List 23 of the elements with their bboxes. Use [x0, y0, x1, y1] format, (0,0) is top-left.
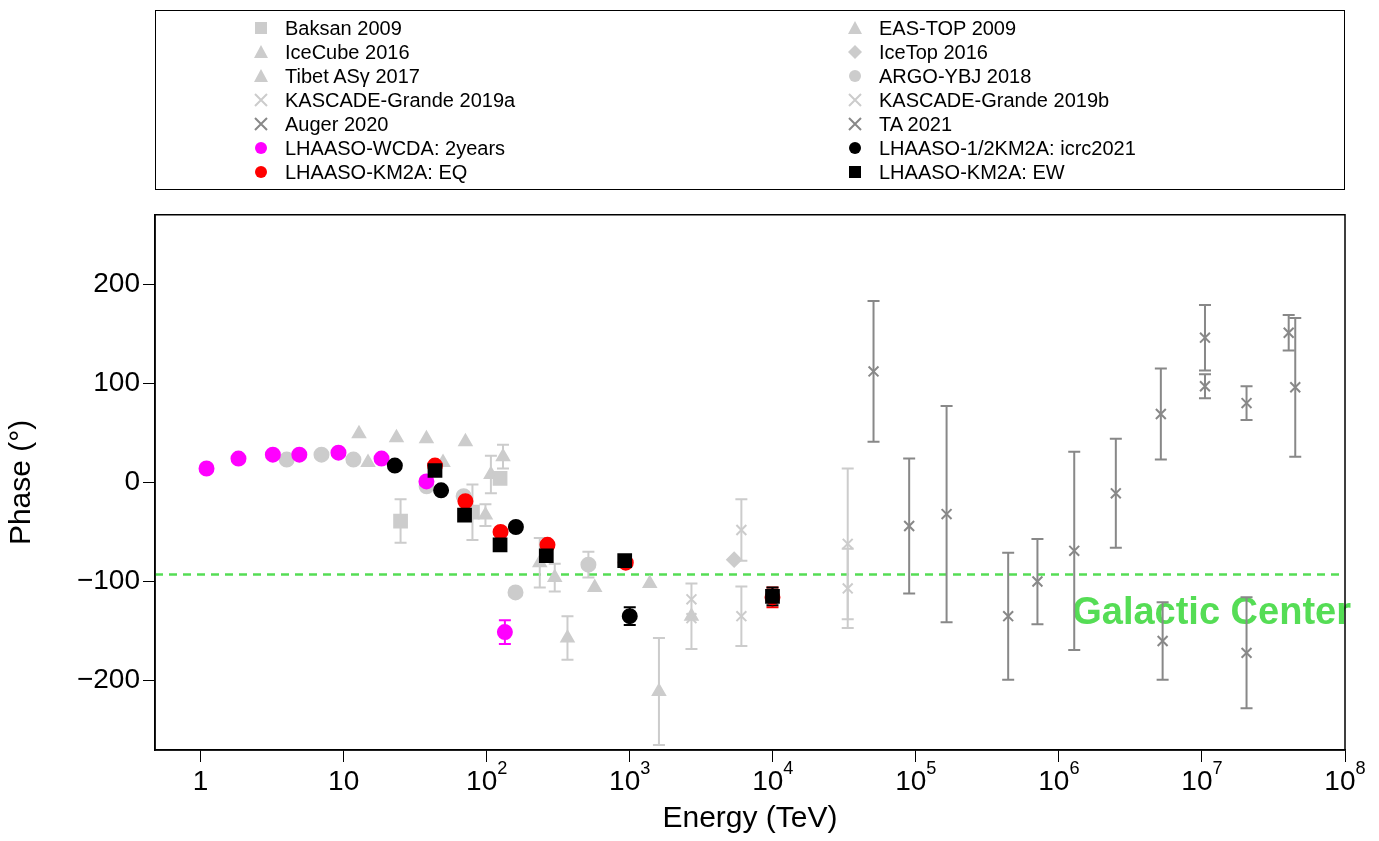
x-tick-label: 10 — [328, 764, 360, 796]
legend-label: EAS-TOP 2009 — [879, 16, 1017, 40]
y-axis-title: Phase (°) — [3, 419, 37, 546]
legend-label: KASCADE-Grande 2019a — [285, 88, 516, 112]
y-tick-label: 200 — [93, 266, 140, 298]
legend-label: IceCube 2016 — [285, 40, 410, 64]
legend-label: LHAASO-1/2KM2A: icrc2021 — [879, 136, 1136, 160]
legend-label: ARGO-YBJ 2018 — [879, 64, 1032, 88]
legend-label: LHAASO-WCDA: 2years — [285, 136, 506, 160]
legend-label: TA 2021 — [879, 112, 953, 136]
legend-label: LHAASO-KM2A: EW — [879, 160, 1065, 184]
y-tick-label: 0 — [124, 465, 140, 497]
legend-label: LHAASO-KM2A: EQ — [285, 160, 468, 184]
y-tick-label: 100 — [93, 366, 140, 398]
legend-label: Auger 2020 — [285, 112, 389, 136]
y-tick-label: −100 — [76, 564, 140, 596]
legend-label: KASCADE-Grande 2019b — [879, 88, 1110, 112]
x-axis-title: Energy (TeV) — [662, 800, 838, 834]
legend-label: Tibet ASγ 2017 — [285, 64, 420, 88]
x-tick-label: 1 — [192, 764, 209, 796]
legend-label: Baksan 2009 — [285, 16, 402, 40]
legend-label: IceTop 2016 — [879, 40, 988, 64]
y-tick-label: −200 — [76, 663, 140, 695]
